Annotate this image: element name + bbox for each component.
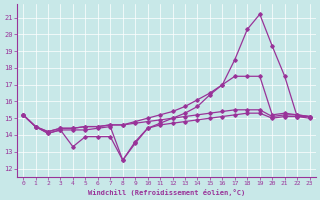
- X-axis label: Windchill (Refroidissement éolien,°C): Windchill (Refroidissement éolien,°C): [88, 189, 245, 196]
